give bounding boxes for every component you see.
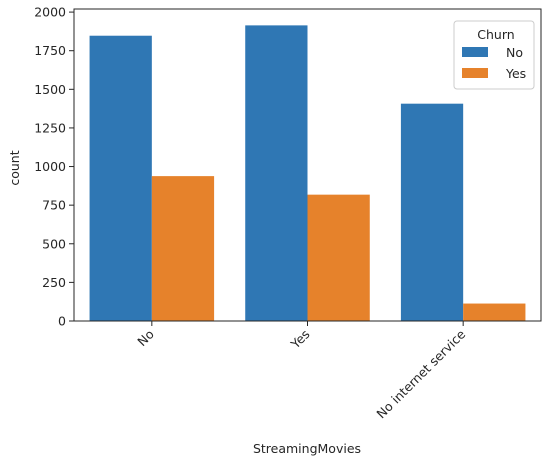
x-axis-label: StreamingMovies <box>253 441 361 456</box>
legend-label-no: No <box>506 45 523 60</box>
y-tick-label: 250 <box>42 275 66 290</box>
bar-yes-2 <box>463 303 526 321</box>
bar-no-0 <box>89 35 152 321</box>
y-tick-label: 1250 <box>34 120 66 135</box>
x-axis: No Yes No internet service <box>134 321 469 421</box>
legend: Churn No Yes <box>453 20 535 90</box>
bar-no-2 <box>400 103 464 322</box>
y-axis-label: count <box>7 150 22 185</box>
legend-title: Churn <box>477 27 514 42</box>
x-tick-label: No internet service <box>373 326 468 421</box>
x-tick-label: Yes <box>287 327 313 353</box>
y-tick-label: 1750 <box>34 43 66 58</box>
y-tick-label: 750 <box>42 198 66 213</box>
y-tick-label: 0 <box>58 314 66 329</box>
y-tick-label: 2000 <box>34 5 66 20</box>
bar-yes-0 <box>151 176 215 321</box>
legend-label-yes: Yes <box>505 66 526 81</box>
bar-yes-1 <box>307 194 370 321</box>
legend-swatch-no <box>462 47 488 57</box>
bar-no-1 <box>245 25 308 321</box>
y-tick-label: 1500 <box>34 82 66 97</box>
x-tick-label: No <box>134 327 157 350</box>
legend-swatch-yes <box>462 68 488 78</box>
y-tick-label: 500 <box>42 236 66 251</box>
y-axis: 0 250 500 750 1000 1250 1500 1750 2000 <box>34 5 74 329</box>
bars-group <box>89 25 526 322</box>
y-tick-label: 1000 <box>34 159 66 174</box>
